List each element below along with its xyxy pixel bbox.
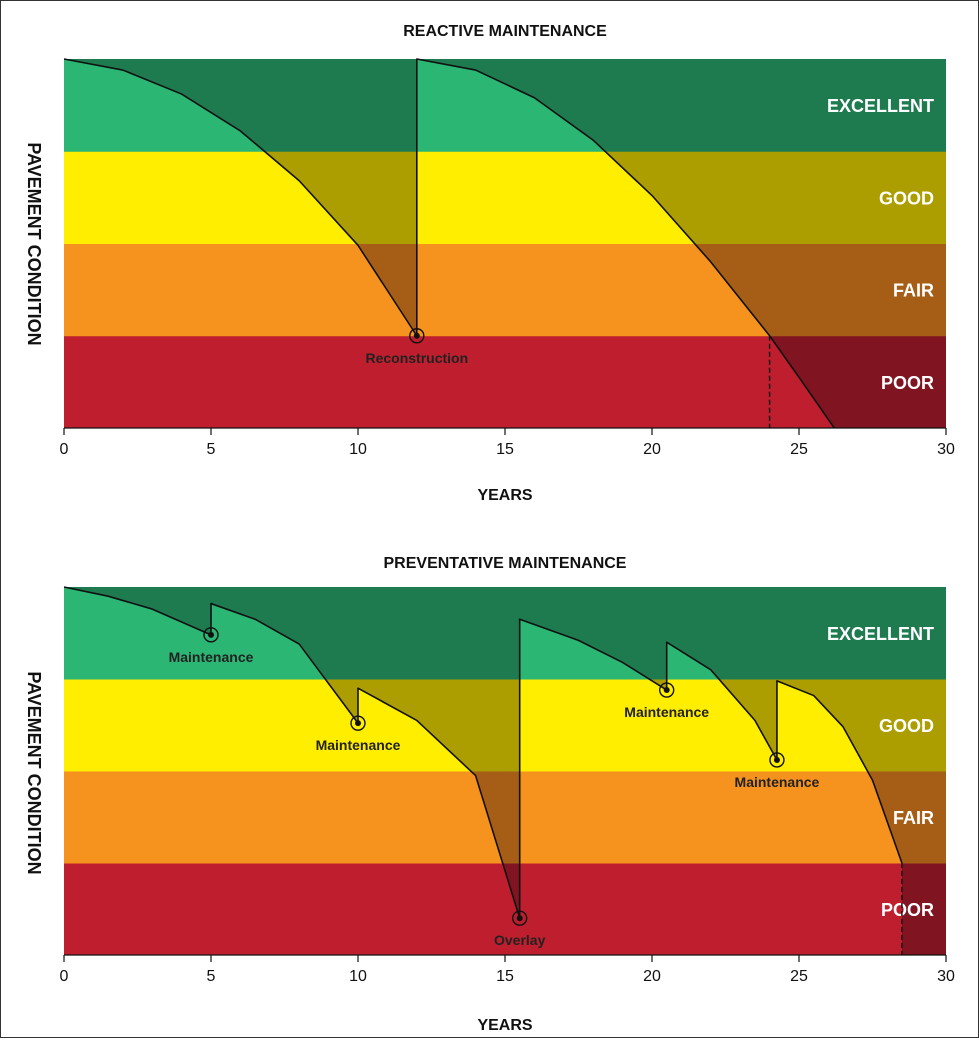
event-marker-dot — [355, 720, 361, 727]
event-marker-dot — [516, 915, 523, 922]
x-tick-label: 30 — [937, 968, 955, 985]
event-marker-ring — [659, 682, 675, 698]
y-axis-label: PAVEMENT CONDITION — [24, 142, 44, 345]
event-marker-dot — [413, 332, 420, 339]
event-label: Maintenance — [169, 649, 254, 665]
y-axis-label: PAVEMENT CONDITION — [24, 671, 44, 874]
band-label-fair: FAIR — [893, 808, 934, 828]
event-marker-dot — [208, 631, 214, 638]
event-marker-ring — [512, 910, 528, 926]
x-tick-label: 10 — [349, 441, 367, 458]
x-tick-label: 30 — [937, 441, 955, 458]
x-axis-label: YEARS — [477, 487, 532, 504]
event-marker-dot — [663, 687, 670, 694]
event-label: Maintenance — [735, 774, 820, 790]
band-label-fair: FAIR — [893, 281, 934, 301]
chart-title: REACTIVE MAINTENANCE — [403, 23, 607, 40]
reactive-maintenance-chart: REACTIVE MAINTENANCE PAVEMENT CONDITION … — [24, 23, 955, 504]
event-label: Maintenance — [316, 737, 401, 753]
band-poor-light — [64, 863, 902, 955]
x-tick-label: 20 — [643, 441, 661, 458]
x-tick-label: 15 — [496, 968, 514, 985]
event-label: Maintenance — [624, 704, 709, 720]
plot-area: POOR FAIR GOOD EXCELLENT 0 5 10 15 20 25 30 Reconst… — [60, 58, 955, 458]
condition-curve — [63, 58, 835, 429]
event-label: Reconstruction — [365, 350, 468, 366]
x-tick-label: 25 — [790, 441, 808, 458]
preventative-maintenance-chart: PREVENTATIVE MAINTENANCE PAVEMENT CONDIT… — [24, 555, 955, 1034]
event-marker-ring — [409, 328, 425, 344]
event-marker-ring — [769, 752, 785, 768]
event-label: Overlay — [494, 932, 546, 948]
band-label-good: GOOD — [879, 716, 934, 736]
x-axis-label: YEARS — [477, 1017, 532, 1034]
plot-area: POOR FAIR GOOD EXCELLENT 0 5 10 15 20 25 30 Mainten… — [60, 586, 955, 985]
event-marker-ring — [203, 627, 219, 643]
band-label-poor: POOR — [881, 373, 934, 393]
event-marker-dot — [773, 756, 780, 763]
band-label-excellent: EXCELLENT — [827, 624, 934, 644]
condition-curve — [63, 586, 903, 919]
band-fair-light — [64, 243, 835, 337]
event-marker-ring — [350, 715, 366, 731]
x-tick-label: 25 — [790, 968, 808, 985]
x-tick-label: 20 — [643, 968, 661, 985]
x-tick-label: 5 — [207, 968, 216, 985]
x-tick-label: 10 — [349, 968, 367, 985]
chart-title: PREVENTATIVE MAINTENANCE — [384, 555, 627, 572]
band-label-excellent: EXCELLENT — [827, 96, 934, 116]
band-poor-light — [64, 335, 835, 428]
x-tick-label: 0 — [60, 441, 69, 458]
x-tick-label: 0 — [60, 968, 69, 985]
x-tick-label: 5 — [207, 441, 216, 458]
band-label-good: GOOD — [879, 188, 934, 208]
band-label-poor: POOR — [881, 900, 934, 920]
x-tick-label: 15 — [496, 441, 514, 458]
